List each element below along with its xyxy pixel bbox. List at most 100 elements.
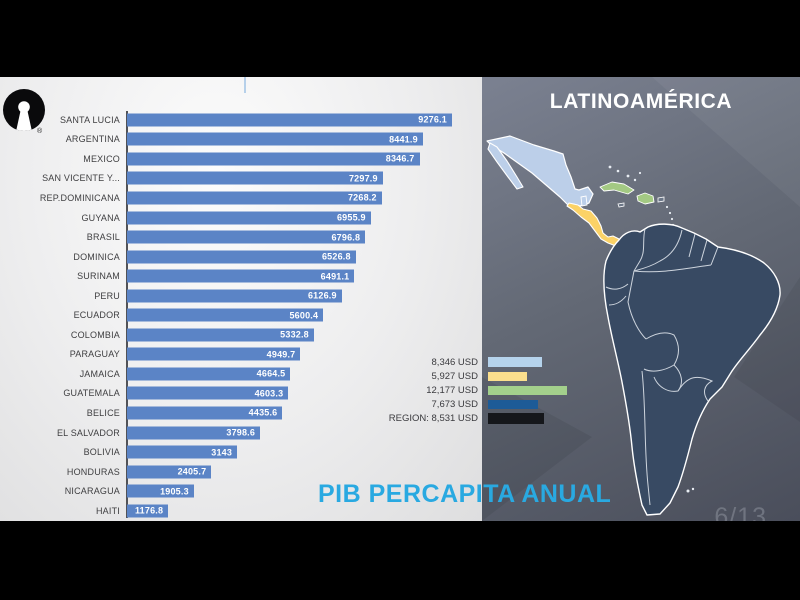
bar-row: ARGENTINA 8441.9 — [0, 130, 482, 150]
bar-value-label: 4603.3 — [254, 388, 284, 399]
bar-value-label: 5600.4 — [289, 310, 319, 321]
country-label: JAMAICA — [79, 368, 120, 379]
bar-value-label: 2405.7 — [177, 466, 207, 477]
bar-value-label: 4949.7 — [266, 349, 296, 360]
bar-chart: SANTA LUCIA 9276.1 ARGENTINA 8441.9 MEXICO 83… — [0, 110, 482, 520]
value-bar: 4435.6 — [127, 406, 283, 420]
legend-row: 7,673 USD — [378, 398, 567, 412]
bar-value-label: 4435.6 — [248, 407, 278, 418]
legend-row: 12,177 USD — [378, 383, 568, 397]
country-label: GUYANA — [81, 212, 120, 223]
value-bar: 4949.7 — [127, 347, 301, 361]
legend-swatch — [488, 399, 538, 410]
bar-row: REP.DOMINICANA 7268.2 — [0, 188, 482, 208]
map-central-america — [566, 202, 624, 247]
value-bar: 3798.6 — [127, 426, 261, 440]
country-label: BRASIL — [86, 232, 120, 243]
bar-row: ECUADOR 5600.4 — [0, 305, 482, 325]
bar-value-label: 6126.9 — [307, 290, 337, 301]
value-bar: 9276.1 — [127, 113, 452, 127]
scrubber-tick — [244, 77, 246, 93]
value-bar: 2405.7 — [127, 465, 212, 479]
legend-label: 7,673 USD — [431, 399, 478, 411]
chart-title: PIB PERCAPITA ANUAL — [318, 480, 612, 508]
bar-row: GUYANA 6955.9 — [0, 208, 482, 228]
map-mexico — [486, 135, 594, 207]
value-bar: 6491.1 — [127, 269, 355, 283]
country-label: ECUADOR — [73, 310, 120, 321]
value-bar: 8441.9 — [127, 132, 423, 146]
bar-row: BELICE 4435.6 — [0, 403, 482, 423]
facet-shape — [734, 277, 800, 422]
value-bar: 7268.2 — [127, 191, 382, 205]
value-bar: 6955.9 — [127, 211, 371, 224]
chart-panel: ® SANTA LUCIA 9276.1 ARGENTINA 8441.9 MEXICO… — [0, 77, 482, 521]
legend-label: 5,927 USD — [431, 370, 478, 382]
map-small-islands — [608, 165, 695, 493]
value-bar: 6526.8 — [127, 250, 356, 264]
map-puerto-rico — [657, 196, 665, 203]
map-south-america — [603, 223, 781, 516]
legend-swatch — [488, 385, 568, 396]
map-jamaica — [617, 202, 625, 208]
logo-trademark: ® — [37, 127, 43, 135]
chart-legend: 8,346 USD 5,927 USD 12,177 USD 7,673 USD REG… — [378, 355, 568, 426]
country-label: BOLIVIA — [83, 447, 120, 458]
bar-row: COLOMBIA 5332.8 — [0, 325, 482, 345]
bar-row: BRASIL 6796.8 — [0, 227, 482, 247]
bar-row: MEXICO 8346.7 — [0, 149, 482, 169]
bar-value-label: 7297.9 — [348, 173, 378, 184]
country-label: PERU — [94, 290, 120, 301]
bar-row: HONDURAS 2405.7 — [0, 462, 482, 482]
bar-row: PARAGUAY 4949.7 — [0, 345, 482, 365]
legend-label: 12,177 USD — [426, 384, 478, 396]
bar-value-label: 6526.8 — [321, 251, 351, 262]
bar-value-label: 6955.9 — [336, 212, 366, 223]
bar-row: SAN VICENTE Y... 7297.9 — [0, 169, 482, 189]
bar-value-label: 8441.9 — [389, 134, 418, 145]
legend-swatch — [488, 357, 543, 367]
value-bar: 1905.3 — [127, 484, 194, 498]
legend-label: REGION: 8,531 USD — [388, 413, 478, 425]
country-label: COLOMBIA — [70, 329, 120, 340]
country-label: GUATEMALA — [63, 388, 120, 399]
map-country-borders — [605, 228, 719, 506]
bar-row: JAMAICA 4664.5 — [0, 364, 482, 384]
channel-logo-icon: ® — [3, 89, 45, 135]
bar-value-label: 4664.5 — [256, 368, 286, 379]
bar-value-label: 1905.3 — [160, 486, 189, 497]
bar-row: GUATEMALA 4603.3 — [0, 384, 482, 404]
country-label: HONDURAS — [66, 466, 120, 477]
value-bar: 1176.8 — [127, 504, 169, 518]
bar-row: BOLIVIA 3143 — [0, 442, 482, 462]
value-bar: 5600.4 — [127, 308, 324, 322]
map-hispaniola — [636, 192, 655, 205]
value-bar: 5332.8 — [127, 328, 314, 342]
value-bar: 7297.9 — [127, 171, 383, 185]
map-belize — [580, 195, 588, 207]
legend-swatch — [488, 413, 544, 425]
map-cuba — [599, 181, 635, 195]
legend-row: 8,346 USD — [378, 355, 567, 369]
country-label: REP.DOMINICANA — [39, 192, 120, 203]
page-indicator: 6/13 — [714, 503, 767, 521]
bar-row: EL SALVADOR 3798.6 — [0, 423, 482, 443]
bar-row: NICARAGUA 1905.3 — [0, 481, 482, 501]
country-label: EL SALVADOR — [56, 427, 120, 438]
bar-value-label: 9276.1 — [418, 114, 447, 125]
value-bar: 4664.5 — [127, 367, 291, 381]
country-label: ARGENTINA — [65, 134, 120, 145]
bar-value-label: 6796.8 — [331, 232, 361, 243]
legend-row: REGION: 8,531 USD — [378, 412, 567, 426]
facet-shape — [482, 377, 592, 521]
bar-value-label: 7268.2 — [347, 192, 377, 203]
bar-row: SANTA LUCIA 9276.1 — [0, 110, 482, 130]
value-bar: 6126.9 — [127, 289, 342, 303]
bar-row: SURINAM 6491.1 — [0, 266, 482, 286]
country-label: HAITI — [95, 505, 120, 516]
country-label: SAN VICENTE Y... — [42, 173, 120, 184]
bar-value-label: 8346.7 — [385, 153, 415, 164]
map-baja-california — [487, 142, 524, 190]
bar-row: PERU 6126.9 — [0, 286, 482, 306]
